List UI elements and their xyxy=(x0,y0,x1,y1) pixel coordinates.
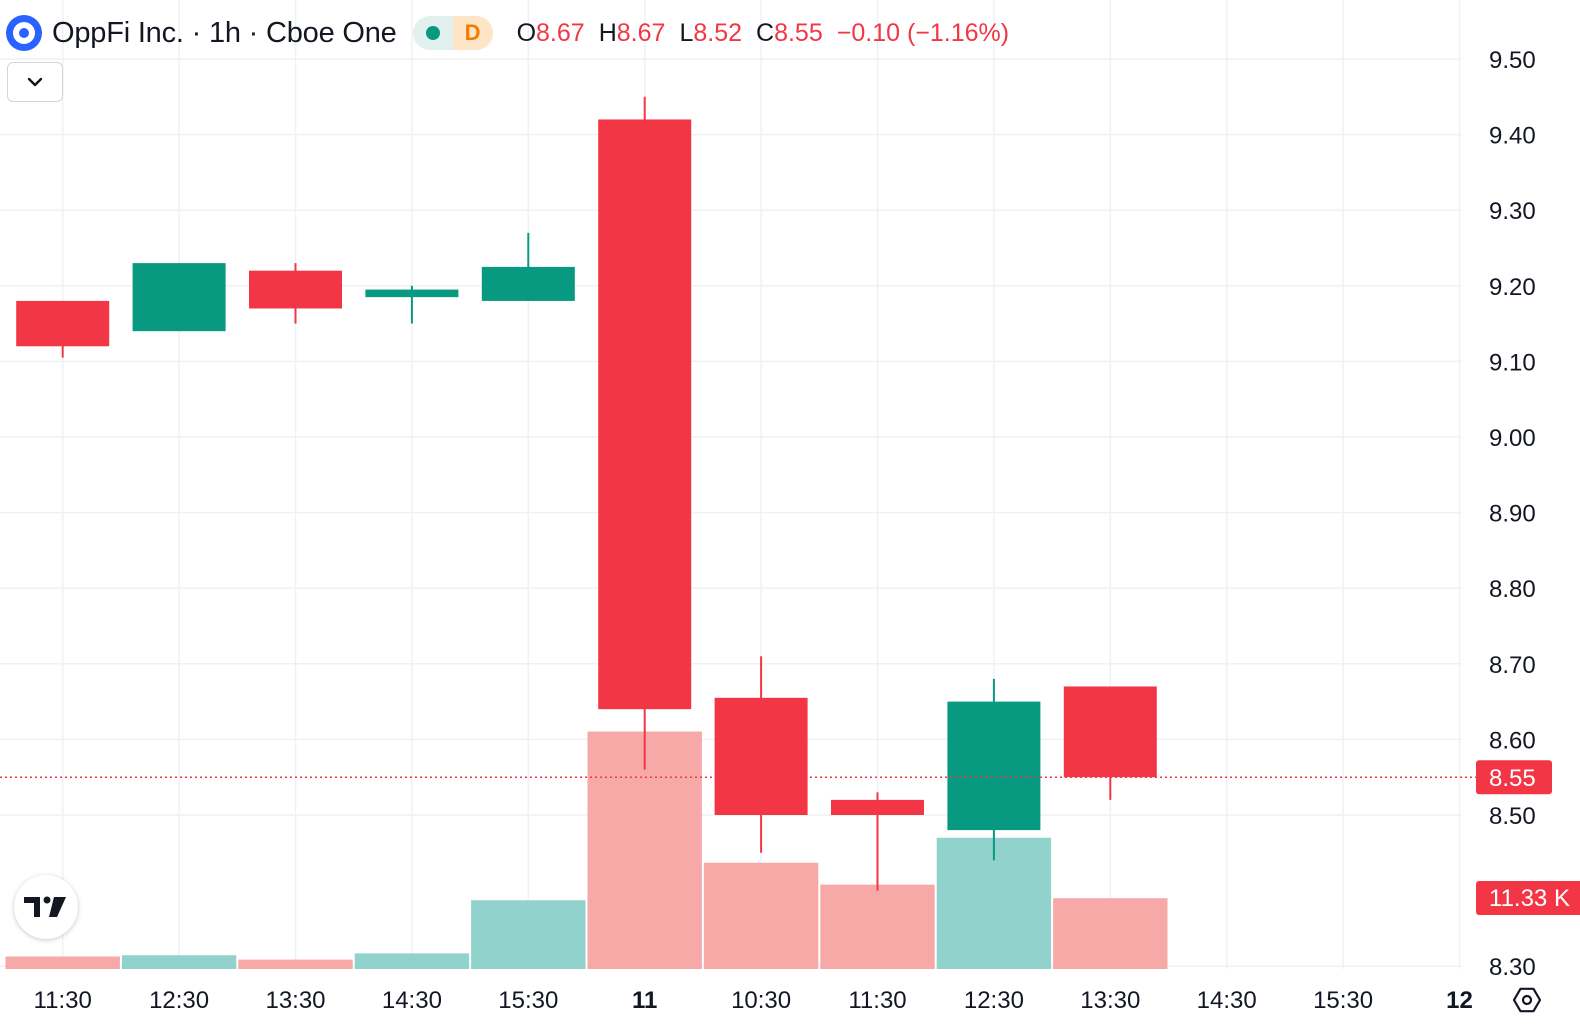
candle xyxy=(1063,686,1157,800)
candle-body xyxy=(132,263,226,332)
high-key: H xyxy=(598,18,617,47)
gear-icon[interactable] xyxy=(1510,983,1544,1017)
x-tick-label: 11 xyxy=(632,987,657,1014)
y-tick-label: 8.70 xyxy=(1489,652,1536,679)
y-tick-label: 8.50 xyxy=(1489,803,1536,830)
candle xyxy=(16,300,110,358)
y-tick-label: 9.00 xyxy=(1489,425,1536,452)
open-key: O xyxy=(516,18,537,47)
chart-header: OppFi Inc. · 1h · Cboe One D O8.67 H8.67… xyxy=(6,12,1009,54)
candle xyxy=(947,678,1041,861)
close-value: 8.55 xyxy=(774,18,823,47)
candle xyxy=(132,263,226,332)
symbol-logo-icon[interactable] xyxy=(6,15,42,51)
candle xyxy=(481,232,575,301)
tradingview-logo-icon[interactable] xyxy=(14,875,78,939)
candle xyxy=(714,656,808,853)
candle-body xyxy=(1063,686,1157,778)
status-badges[interactable]: D xyxy=(412,16,493,50)
y-tick-label: 8.90 xyxy=(1489,501,1536,528)
candle xyxy=(598,96,692,770)
x-tick-label: 12 xyxy=(1446,987,1473,1014)
collapse-legend-button[interactable] xyxy=(7,62,63,102)
x-tick-label: 14:30 xyxy=(382,987,442,1014)
candle-body xyxy=(249,270,342,309)
y-tick-label: 8.80 xyxy=(1489,576,1536,603)
x-tick-label: 12:30 xyxy=(964,987,1024,1014)
volume-bar xyxy=(703,862,819,969)
last-price-tag xyxy=(1476,760,1552,795)
y-axis: 9.50 9.40 9.30 9.20 9.10 9.00 8.90 8.80 8.70 8.60… xyxy=(1489,47,1536,981)
volume-bar xyxy=(354,953,470,969)
volume-bar xyxy=(1053,898,1168,969)
y-tick-label: 9.20 xyxy=(1489,274,1536,301)
symbol-title[interactable]: OppFi Inc. · 1h · Cboe One xyxy=(52,16,397,49)
x-tick-label: 12:30 xyxy=(149,987,209,1014)
candle-body xyxy=(16,300,110,347)
volume-bar xyxy=(5,956,120,969)
x-tick-label: 10:30 xyxy=(731,987,791,1014)
volume-bar xyxy=(121,955,237,969)
candle-body xyxy=(598,119,692,710)
candle-series xyxy=(16,96,1157,891)
high-value: 8.67 xyxy=(616,18,666,47)
candle-body xyxy=(947,701,1041,831)
candle xyxy=(365,285,459,324)
volume-series xyxy=(5,731,1168,969)
x-tick-label: 15:30 xyxy=(1313,987,1373,1014)
candle xyxy=(249,263,342,324)
y-tick-label: 8.60 xyxy=(1489,727,1536,754)
x-tick-label: 11:30 xyxy=(34,987,92,1014)
candle-body xyxy=(831,799,924,815)
low-key: L xyxy=(679,18,694,47)
x-tick-label: 15:30 xyxy=(498,987,558,1014)
ohlc-values: O8.67 H8.67 L8.52 C8.55 xyxy=(517,19,823,48)
chevron-down-icon xyxy=(27,77,43,87)
volume-bar xyxy=(820,884,935,969)
market-status-dot-icon[interactable] xyxy=(412,16,453,50)
x-tick-label: 14:30 xyxy=(1197,987,1257,1014)
y-tick-label: 9.10 xyxy=(1489,349,1536,376)
x-tick-label: 13:30 xyxy=(265,987,325,1014)
y-tick-label: 9.40 xyxy=(1489,123,1536,150)
volume-bar xyxy=(238,959,353,969)
candle xyxy=(831,792,924,891)
x-axis: 11:30 12:30 13:30 14:30 15:30 11 10:30 11:30 12:… xyxy=(34,987,1473,1014)
close-key: C xyxy=(756,18,775,47)
price-change: −0.10 (−1.16%) xyxy=(836,18,1010,47)
y-tick-label: 8.30 xyxy=(1489,954,1536,981)
low-value: 8.52 xyxy=(693,18,743,47)
volume-bar xyxy=(471,900,586,969)
candle-body xyxy=(365,289,459,298)
open-value: 8.67 xyxy=(536,18,585,47)
candle-body xyxy=(481,266,575,301)
x-tick-label: 13:30 xyxy=(1080,987,1140,1014)
x-tick-label: 11:30 xyxy=(848,987,906,1014)
y-tick-label: 9.30 xyxy=(1489,198,1536,225)
volume-bar xyxy=(587,731,702,969)
candle-body xyxy=(714,697,808,815)
delayed-badge[interactable]: D xyxy=(452,16,493,50)
last-volume-tag xyxy=(1476,881,1580,915)
last-price-label: 8.55 xyxy=(1489,765,1536,792)
last-volume-label: 11.33 K xyxy=(1489,885,1570,912)
y-tick-label: 9.50 xyxy=(1489,47,1536,74)
grid-lines xyxy=(0,0,1462,969)
